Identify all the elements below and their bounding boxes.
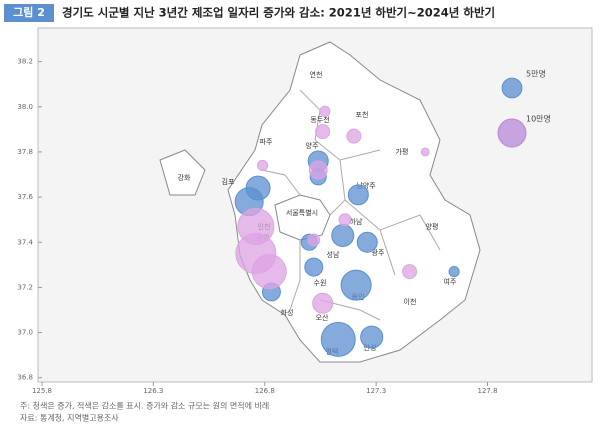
x-tick-label: 125.8	[32, 387, 52, 395]
bubble	[320, 321, 356, 357]
bubble	[307, 233, 321, 247]
chart-title: 경기도 시군별 지난 3년간 제조업 일자리 증가와 감소: 2021년 하반기…	[62, 6, 495, 20]
bubble	[356, 231, 378, 253]
place-name: 여주	[444, 277, 457, 286]
y-tick-label: 37.4	[17, 238, 33, 246]
y-tick-label: 37.6	[17, 193, 33, 201]
place-name: 가평	[396, 147, 409, 156]
badge: 그림 2	[13, 6, 45, 19]
source: 자료: 통계청, 지역별고용조사	[20, 413, 119, 423]
boundaries	[261, 89, 441, 321]
badge-bg	[4, 4, 54, 22]
bubble	[347, 184, 369, 206]
place-name: 동두천	[310, 115, 329, 124]
y-tick-label: 37.0	[17, 329, 33, 337]
place-name: 화성	[281, 308, 294, 317]
y-tick-label: 38.0	[17, 103, 33, 111]
bubble	[331, 223, 355, 248]
legend-label: 5만명	[526, 69, 546, 79]
x-tick-label: 127.8	[478, 387, 498, 395]
place-name: 양평	[426, 222, 439, 231]
bubble	[319, 105, 331, 117]
place-name: 김포	[222, 178, 235, 186]
bubble	[315, 124, 331, 140]
place-name: 포천	[356, 110, 369, 119]
y-tick-label: 36.8	[17, 374, 33, 382]
place-name: 수원	[314, 278, 327, 287]
bubble	[338, 213, 352, 227]
place-name: 연천	[310, 70, 323, 79]
place-name: 파주	[260, 137, 273, 146]
place-name: 서울특별시	[286, 208, 318, 217]
place-name: 양주	[306, 142, 319, 150]
seoul-outline	[274, 194, 331, 241]
y-tick-label: 37.2	[17, 283, 33, 291]
place-name: 성남	[327, 250, 340, 259]
bubble	[340, 269, 372, 301]
bubble	[346, 128, 362, 144]
x-tick-label: 126.3	[143, 387, 163, 395]
place-name: 이천	[404, 297, 417, 306]
bubble	[251, 254, 287, 290]
place-name: 하남	[350, 217, 363, 226]
ganghwa-outline	[159, 149, 206, 196]
place-name: 강화	[178, 173, 191, 182]
legend-bubble	[501, 77, 523, 99]
legend-label: 10만명	[526, 114, 551, 124]
place-name: 남양주	[356, 181, 376, 190]
place-name: 오산	[316, 313, 329, 322]
bubble	[308, 160, 328, 180]
y-tick-label: 38.2	[17, 58, 33, 66]
bubble	[304, 257, 324, 277]
x-tick-label: 126.8	[255, 387, 275, 395]
bubble	[448, 266, 460, 278]
bubble	[360, 325, 384, 349]
legend-bubble	[497, 118, 527, 148]
bubble	[256, 159, 269, 172]
bubble	[402, 264, 418, 280]
place-name: 광주	[372, 249, 385, 257]
note: 주: 청색은 증가, 적색은 감소를 표시. 증가와 감소 규모는 원의 면적에…	[20, 401, 269, 411]
bubble	[420, 147, 430, 157]
y-tick-label: 37.8	[17, 148, 33, 156]
bubble	[312, 292, 334, 314]
x-tick-label: 127.3	[366, 387, 386, 395]
